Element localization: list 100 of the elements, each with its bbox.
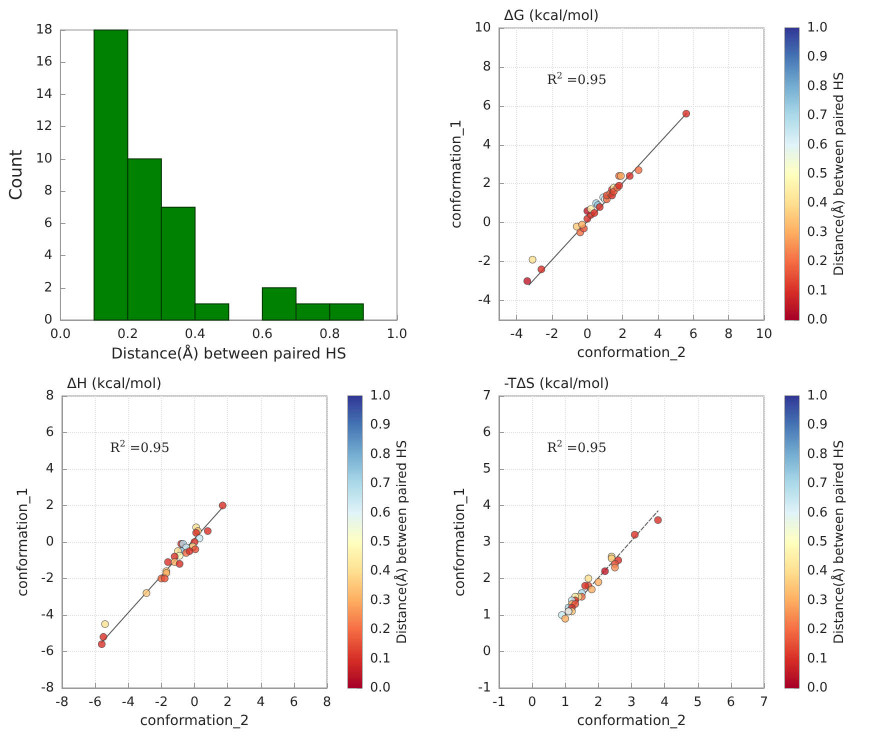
x-tick-label: -8 bbox=[56, 695, 68, 710]
color-bar-label: 0.9 bbox=[807, 418, 828, 433]
x-tick-label: 4 bbox=[654, 327, 662, 342]
color-bar-label: 0.9 bbox=[807, 50, 828, 65]
y-tick-label: 16 bbox=[36, 54, 52, 70]
x-tick-label: 6 bbox=[290, 695, 298, 710]
y-tick-label: 0 bbox=[44, 312, 52, 328]
color-bar-label: 0.0 bbox=[807, 312, 828, 328]
color-bar-label: 0.4 bbox=[807, 564, 828, 579]
x-tick-label: 10 bbox=[756, 327, 772, 342]
color-bar-label: 0.3 bbox=[807, 592, 828, 608]
color-bar-label: 0.0 bbox=[370, 680, 391, 696]
x-tick-label: 0.8 bbox=[319, 327, 340, 342]
x-tick-label: 4 bbox=[660, 695, 669, 710]
y-tick-label: 1 bbox=[482, 608, 491, 622]
color-bar-label: 0.2 bbox=[807, 622, 828, 638]
color-bar-label: 0.2 bbox=[807, 254, 828, 270]
x-tick-label: 6 bbox=[726, 695, 736, 710]
y-tick-label: 14 bbox=[36, 86, 52, 102]
color-bar-label: 0.4 bbox=[807, 196, 828, 211]
x-tick-label: 0 bbox=[190, 695, 199, 710]
color-bar-title: Distance(Å) between paired HS bbox=[393, 440, 410, 644]
x-tick-label: 8 bbox=[322, 695, 332, 710]
y-tick-label: 8 bbox=[482, 59, 491, 74]
y-tick-label: 10 bbox=[474, 20, 491, 36]
y-tick-label: 12 bbox=[36, 119, 52, 134]
x-tick-label: -2 bbox=[154, 695, 168, 710]
color-bar-title: Distance(Å) between paired HS bbox=[830, 440, 847, 644]
color-bar-label: 0.5 bbox=[807, 534, 828, 550]
color-bar-label: 0.1 bbox=[370, 651, 391, 666]
y-tick-label: 0 bbox=[482, 644, 491, 659]
color-bar-label: 1.0 bbox=[807, 20, 828, 36]
color-bar-label: 0.6 bbox=[807, 505, 828, 520]
x-tick-label: 0.2 bbox=[117, 327, 138, 342]
x-tick-label: -4 bbox=[510, 327, 524, 342]
x-tick-label: -4 bbox=[122, 695, 135, 710]
y-tick-label: 4 bbox=[482, 498, 491, 513]
color-bar-label: 0.2 bbox=[370, 622, 391, 638]
color-bar-label: 0.3 bbox=[370, 592, 391, 608]
y-tick-label: 5 bbox=[482, 462, 491, 476]
x-tick-label: 1 bbox=[561, 695, 570, 710]
y-tick-label: 18 bbox=[36, 22, 52, 38]
y-tick-label: -4 bbox=[478, 293, 491, 308]
y-tick-label: -6 bbox=[41, 644, 54, 659]
color-bar-label: 0.6 bbox=[370, 505, 391, 520]
color-bar-label: 1.0 bbox=[370, 388, 391, 404]
y-tick-label: 2 bbox=[482, 571, 491, 586]
x-tick-label: 1.0 bbox=[386, 327, 408, 342]
y-tick-label: 4 bbox=[46, 462, 54, 476]
y-tick-label: 8 bbox=[44, 184, 52, 199]
color-bar-label: 1.0 bbox=[807, 388, 828, 404]
x-tick-label: 8 bbox=[724, 327, 733, 342]
color-bar-label: 0.5 bbox=[370, 534, 391, 550]
x-tick-label: 7 bbox=[760, 695, 768, 710]
color-bar-label: 0.1 bbox=[807, 283, 828, 298]
x-tick-label: 0.4 bbox=[184, 327, 206, 342]
x-tick-label: -2 bbox=[546, 327, 558, 342]
color-bar-label: 0.1 bbox=[807, 651, 828, 666]
color-bar-label: 0.8 bbox=[807, 446, 828, 462]
x-tick-label: 2 bbox=[223, 695, 232, 710]
y-tick-label: 0 bbox=[482, 215, 491, 230]
chart-title: -TΔS (kcal/mol) bbox=[504, 376, 610, 392]
y-tick-label: 6 bbox=[482, 98, 491, 114]
chart-title: ΔH (kcal/mol) bbox=[67, 376, 162, 392]
y-tick-label: 4 bbox=[44, 248, 52, 264]
color-bar-label: 0.0 bbox=[807, 680, 828, 696]
color-bar-label: 0.8 bbox=[807, 78, 828, 94]
x-tick-label: 0.6 bbox=[252, 327, 273, 342]
y-tick-label: 6 bbox=[44, 216, 52, 231]
y-tick-label: -2 bbox=[41, 571, 54, 586]
chart-title: ΔG (kcal/mol) bbox=[504, 8, 599, 24]
y-tick-label: 3 bbox=[482, 534, 491, 550]
y-axis-title: conformation_1 bbox=[452, 487, 468, 597]
color-bar-label: 0.4 bbox=[370, 564, 391, 579]
x-axis-title: conformation_2 bbox=[576, 344, 686, 361]
y-tick-label: -1 bbox=[478, 680, 491, 696]
color-bar-label: 0.3 bbox=[807, 224, 828, 240]
y-tick-label: 7 bbox=[482, 388, 491, 404]
x-axis-title: conformation_2 bbox=[140, 712, 250, 729]
y-tick-label: 6 bbox=[46, 425, 54, 440]
x-tick-label: 4 bbox=[256, 695, 265, 710]
x-axis-title: conformation_2 bbox=[576, 712, 686, 729]
x-tick-label: 5 bbox=[694, 695, 702, 710]
y-axis-title: Count bbox=[6, 149, 26, 200]
y-tick-label: 6 bbox=[482, 425, 491, 440]
y-tick-label: 8 bbox=[46, 388, 54, 404]
y-tick-label: 0 bbox=[46, 534, 54, 550]
y-tick-label: 2 bbox=[482, 176, 491, 192]
color-bar-title: Distance(Å) between paired HS bbox=[830, 72, 847, 276]
y-axis-title: conformation_1 bbox=[448, 119, 465, 229]
x-tick-label: 0.0 bbox=[50, 327, 71, 342]
color-bar-label: 0.6 bbox=[807, 137, 828, 152]
color-bar-label: 0.7 bbox=[370, 476, 391, 492]
x-tick-label: 2 bbox=[618, 327, 627, 342]
x-tick-label: 0 bbox=[528, 695, 536, 710]
x-axis-title: Distance(Å) between paired HS bbox=[111, 344, 346, 362]
x-tick-label: 6 bbox=[689, 327, 698, 342]
x-tick-label: 0 bbox=[583, 327, 592, 342]
y-axis-title: conformation_1 bbox=[15, 487, 31, 597]
color-bar-label: 0.8 bbox=[370, 446, 391, 462]
